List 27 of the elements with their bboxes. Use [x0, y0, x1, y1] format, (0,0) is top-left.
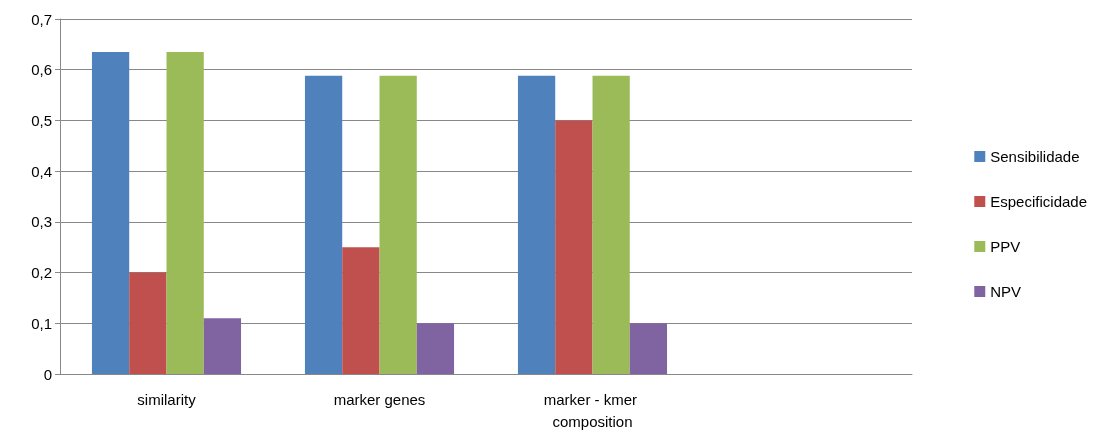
bar — [517, 75, 556, 374]
legend-label: NPV — [990, 283, 1022, 300]
x-tick-label: marker - kmer composition — [543, 390, 642, 430]
y-tick-label: 0,5 — [31, 111, 52, 129]
y-tick-label: 0,3 — [31, 213, 52, 231]
bar — [629, 323, 668, 374]
legend-label: Sensibilidade — [990, 148, 1080, 165]
y-tick-label: 0 — [43, 365, 52, 383]
legend-label: Especificidade — [990, 193, 1088, 210]
bar — [592, 75, 630, 374]
bar — [203, 318, 242, 374]
bar — [416, 323, 455, 374]
y-tick-label: 0,2 — [31, 264, 52, 282]
x-tick-label: marker genes — [333, 390, 426, 408]
x-tick-label: similarity — [137, 390, 197, 408]
y-tick-label: 0,6 — [31, 61, 52, 79]
bar — [379, 75, 417, 374]
y-tick-label: 0,7 — [31, 10, 52, 28]
bar — [304, 75, 343, 374]
legend-label: PPV — [990, 238, 1021, 255]
bar — [129, 272, 167, 374]
bar — [91, 51, 130, 374]
bar — [342, 247, 380, 374]
y-tick-label: 0,1 — [31, 314, 52, 332]
bar — [166, 51, 204, 374]
bar — [555, 120, 593, 374]
y-tick-label: 0,4 — [31, 162, 52, 180]
